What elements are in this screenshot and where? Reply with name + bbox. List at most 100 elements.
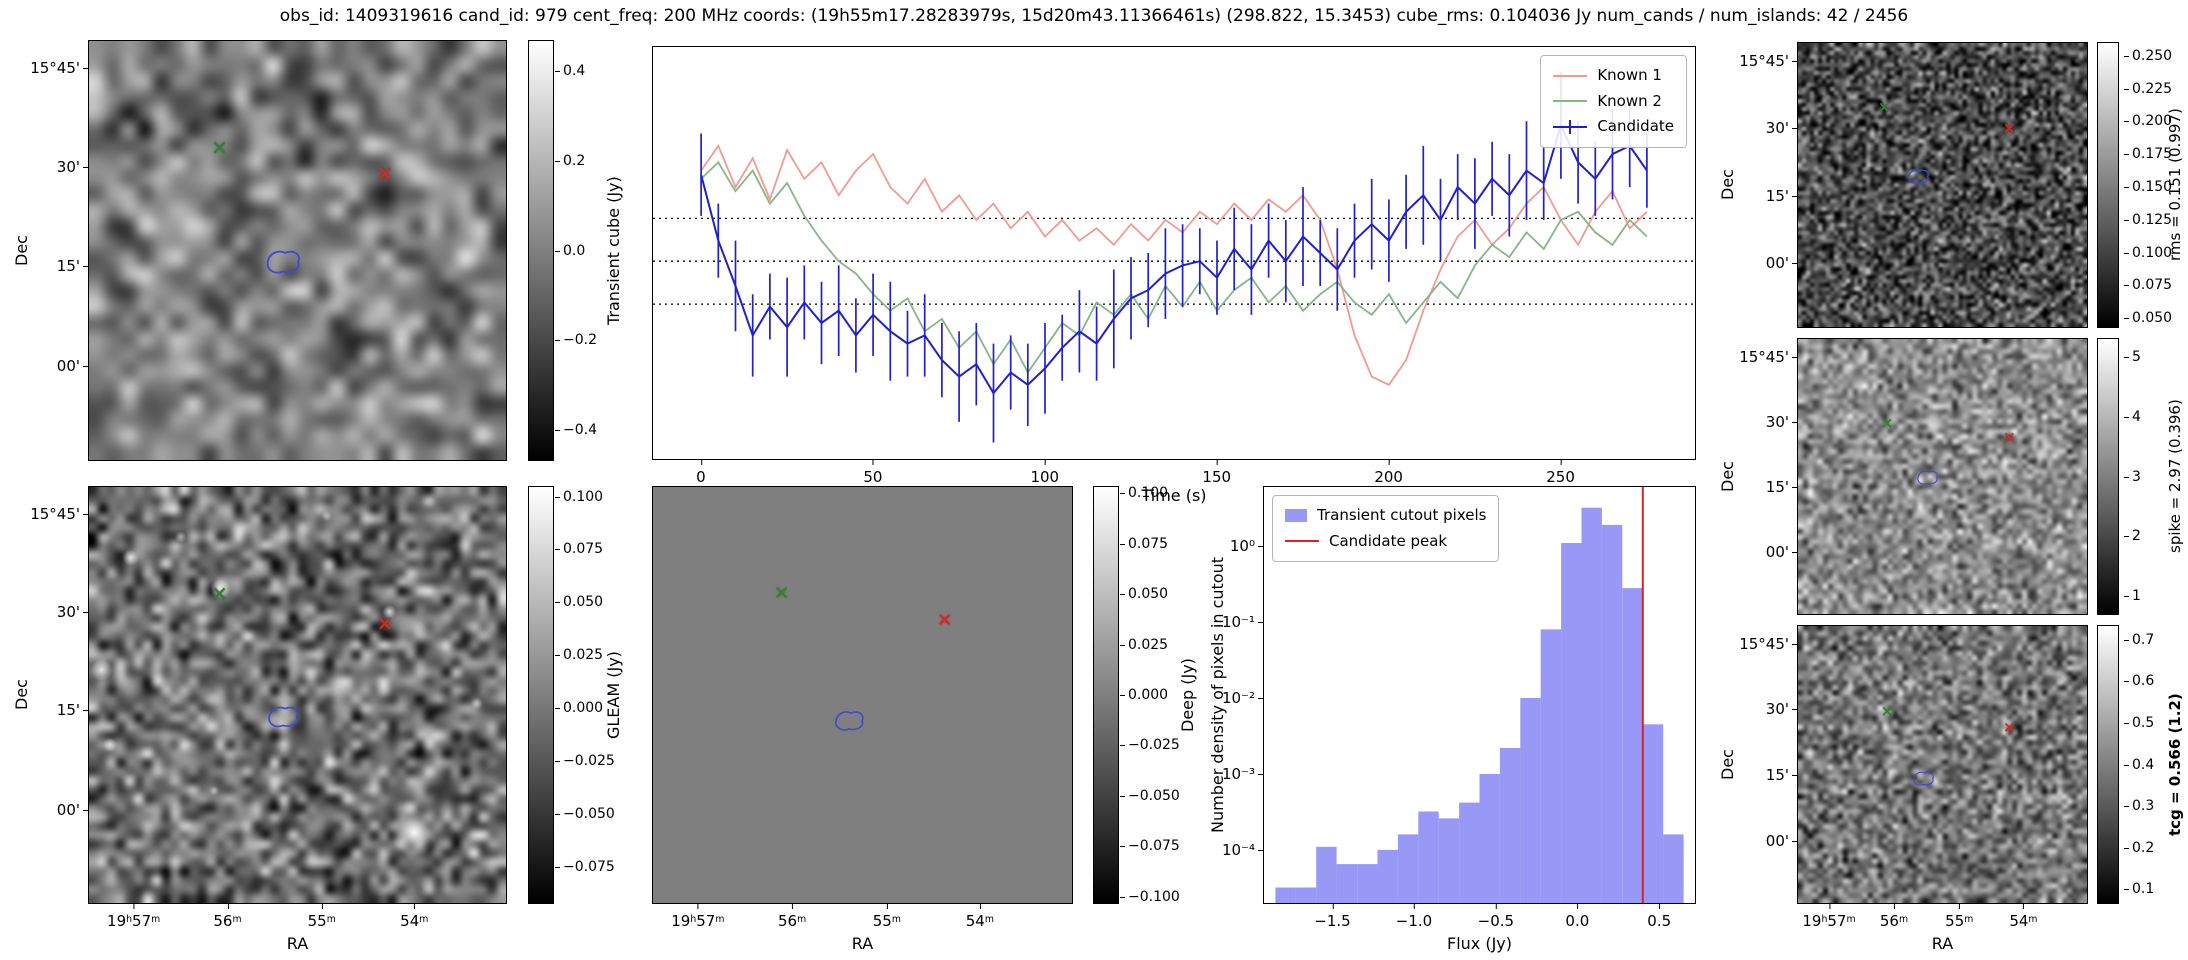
spike-cutout-panel: 15°45' 30' 15' 00' × × bbox=[1739, 338, 2088, 615]
colorbar-tick-label: 0.025 bbox=[554, 647, 604, 664]
colorbar-tick-label: −0.2 bbox=[555, 332, 597, 349]
flux-axis-label: Flux (Jy) bbox=[1446, 934, 1512, 953]
dec-axis-label: Dec bbox=[1718, 749, 1737, 780]
colorbar-tick-label: −0.4 bbox=[555, 421, 597, 438]
legend-label-candidate: Candidate bbox=[1597, 117, 1674, 135]
colorbar-tick-label: 4 bbox=[2124, 408, 2141, 425]
legend-item-known2: Known 2 bbox=[1553, 89, 1674, 115]
marker-x-green-icon: × bbox=[1877, 97, 1891, 116]
y-tick-label: 15' bbox=[1765, 765, 1798, 784]
transient-colorbar: 0.4 0.2 0.0 −0.2 −0.4 bbox=[528, 40, 618, 461]
rms-cutout-image bbox=[1798, 43, 2087, 327]
colorbar-tick-label: 0.025 bbox=[1119, 636, 1169, 653]
time-axis-label: Time (s) bbox=[1141, 486, 1207, 505]
lightcurve-legend: Known 1 Known 2 Candidate bbox=[1540, 55, 1687, 148]
colorbar-tick-label: 0.2 bbox=[2123, 839, 2155, 856]
colorbar-tick-label: 3 bbox=[2124, 468, 2141, 485]
ra-axis-label: RA bbox=[1931, 934, 1954, 953]
y-tick-label: 15' bbox=[56, 701, 89, 720]
colorbar-tick-label: 0.100 bbox=[554, 488, 604, 505]
dec-axis-label: Dec bbox=[1718, 461, 1737, 492]
rms-colorbar: 0.250 0.225 0.200 0.175 0.150 0.125 0.100 0.075… bbox=[2097, 42, 2177, 328]
colorbar-tick-label: 0.050 bbox=[1119, 586, 1169, 603]
colorbar-tick-label: 0.250 bbox=[2123, 47, 2173, 64]
colorbar-tick-label: −0.100 bbox=[1120, 888, 1180, 905]
colorbar-tick-label: 0.7 bbox=[2123, 631, 2155, 648]
colorbar-tick-label: 0.125 bbox=[2123, 211, 2173, 228]
rms-cutout-panel: 15°45' 30' 15' 00' × × bbox=[1739, 42, 2088, 328]
legend-item-candidate: Candidate bbox=[1553, 114, 1674, 140]
x-tick-label: −0.5 bbox=[1477, 904, 1515, 930]
colorbar-tick-label: 0.6 bbox=[2123, 673, 2155, 690]
y-tick-label: 15°45' bbox=[1739, 52, 1797, 71]
candidate-contour-icon bbox=[263, 246, 305, 276]
gleam-colorbar-label: GLEAM (Jy) bbox=[604, 651, 623, 739]
x-tick-label: 200 bbox=[1374, 460, 1403, 486]
tcg-colorbar-label: tcg = 0.566 (1.2) bbox=[2166, 693, 2184, 836]
gleam-colorbar-gradient bbox=[528, 486, 554, 904]
y-tick-label: 10⁻³ bbox=[1221, 765, 1264, 784]
y-tick-label: 00' bbox=[56, 800, 89, 819]
candidate-errorbar-sample-icon bbox=[1553, 119, 1588, 134]
marker-x-red-icon: × bbox=[376, 611, 394, 636]
colorbar-tick-label: 0.000 bbox=[1119, 687, 1169, 703]
x-tick-label: 0 bbox=[696, 460, 706, 486]
transient-cutout-image bbox=[89, 41, 506, 460]
x-tick-label: 50 bbox=[863, 460, 883, 486]
colorbar-tick-label: 0.4 bbox=[554, 63, 586, 80]
colorbar-tick-label: 0.075 bbox=[554, 541, 604, 558]
marker-x-green-icon: × bbox=[211, 581, 228, 606]
colorbar-tick-label: −0.050 bbox=[1120, 787, 1180, 804]
marker-x-green-icon: × bbox=[211, 135, 228, 160]
colorbar-tick-label: 0.100 bbox=[2123, 244, 2173, 261]
marker-x-green-icon: × bbox=[773, 581, 790, 604]
y-tick-label: 15°45' bbox=[30, 59, 88, 78]
colorbar-tick-label: 0.100 bbox=[1119, 485, 1169, 502]
histogram-swatch-icon bbox=[1285, 509, 1307, 523]
x-tick-label: −1.5 bbox=[1314, 904, 1351, 930]
marker-x-red-icon: × bbox=[936, 609, 953, 632]
x-tick-label: 19h57m bbox=[107, 904, 161, 930]
marker-x-green-icon: × bbox=[1880, 413, 1894, 432]
y-tick-label: 15' bbox=[1765, 186, 1798, 205]
colorbar-tick-label: 0.4 bbox=[2123, 756, 2155, 773]
y-tick-label: 30' bbox=[1765, 119, 1798, 138]
deep-cutout-panel: 19h57m 56m 55m 54m × × bbox=[652, 486, 1073, 930]
x-tick-label: 54m bbox=[2009, 904, 2038, 930]
x-tick-label: 56m bbox=[213, 904, 242, 930]
colorbar-tick-label: 0.200 bbox=[2123, 113, 2173, 130]
colorbar-tick-label: 2 bbox=[2124, 528, 2141, 545]
legend-label-candidate-peak: Candidate peak bbox=[1329, 531, 1448, 550]
colorbar-tick-label: 0.1 bbox=[2123, 881, 2155, 898]
x-tick-label: 19h57m bbox=[671, 904, 725, 930]
marker-x-red-icon: × bbox=[2002, 718, 2016, 737]
lightcurve-plot bbox=[653, 71, 1695, 443]
y-tick-label: 30' bbox=[1765, 700, 1798, 719]
legend-item-known1: Known 1 bbox=[1553, 63, 1674, 89]
tcg-colorbar-gradient bbox=[2097, 625, 2119, 904]
x-tick-label: 54m bbox=[400, 904, 429, 930]
histogram-panel: Transient cutout pixels Candidate peak −… bbox=[1222, 486, 1696, 930]
transient-colorbar-gradient bbox=[528, 40, 554, 461]
colorbar-tick-label: 0.075 bbox=[2123, 277, 2173, 294]
colorbar-tick-label: 5 bbox=[2124, 349, 2141, 366]
legend-label-cutout-pixels: Transient cutout pixels bbox=[1317, 506, 1487, 524]
colorbar-tick-label: 0.000 bbox=[554, 700, 604, 717]
marker-x-red-icon: × bbox=[2002, 427, 2016, 446]
legend-item-cutout-pixels: Transient cutout pixels bbox=[1285, 503, 1486, 529]
rms-colorbar-label: rms = 0.151 (0.997) bbox=[2166, 108, 2184, 262]
y-tick-label: 00' bbox=[1765, 831, 1798, 850]
dec-axis-label: Dec bbox=[12, 235, 31, 266]
candidate-contour-icon bbox=[1911, 769, 1937, 788]
colorbar-tick-label: 0.3 bbox=[2123, 798, 2155, 815]
candidate-contour-icon bbox=[1915, 467, 1941, 486]
deep-colorbar-label: Deep (Jy) bbox=[1178, 658, 1197, 732]
colorbar-tick-label: −0.075 bbox=[1120, 838, 1180, 855]
x-tick-label: −1.0 bbox=[1395, 904, 1433, 930]
known1-line-sample-icon bbox=[1553, 74, 1588, 77]
colorbar-tick-label: 0.150 bbox=[2123, 178, 2173, 195]
y-tick-label: 15°45' bbox=[1739, 635, 1797, 653]
lightcurve-panel: Known 1 Known 2 Candidate 0 50 100 150 200 25… bbox=[652, 46, 1696, 486]
legend-label-known2: Known 2 bbox=[1597, 91, 1662, 110]
